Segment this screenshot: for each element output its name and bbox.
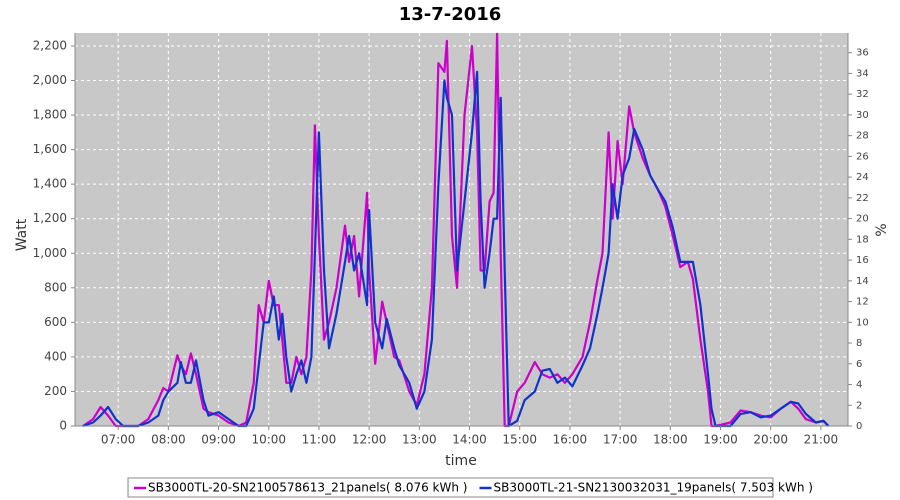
y2-tick-label: 4 [856, 380, 862, 391]
x-tick-label: 09:00 [201, 433, 236, 447]
y2-tick-label: 20 [856, 214, 869, 225]
y-tick-label: 2,200 [33, 38, 67, 52]
x-tick-label: 12:00 [352, 433, 387, 447]
legend-label: SB3000TL-20-SN2100578613_21panels( 8.076… [148, 481, 467, 495]
y-tick-label: 600 [44, 315, 67, 329]
x-tick-label: 16:00 [553, 433, 588, 447]
y2-tick-label: 2 [856, 400, 862, 411]
y2-tick-label: 28 [856, 131, 869, 142]
y2-tick-label: 22 [856, 193, 869, 204]
y2-axis-label: % [874, 223, 890, 236]
y-tick-label: 1,200 [33, 211, 67, 225]
x-tick-label: 07:00 [101, 433, 136, 447]
y-tick-label: 1,800 [33, 108, 67, 122]
x-axis-label: time [445, 453, 477, 469]
y2-tick-label: 6 [856, 359, 862, 370]
lines [82, 32, 830, 428]
grid [75, 33, 848, 427]
y2-tick-label: 0 [856, 421, 862, 432]
y2-tick-label: 36 [856, 48, 869, 59]
x-tick-label: 10:00 [251, 433, 286, 447]
y2-tick-label: 12 [856, 297, 869, 308]
y2-tick-label: 24 [856, 172, 869, 183]
x-tick-label: 13:00 [402, 433, 437, 447]
y-tick-label: 800 [44, 280, 67, 294]
y-tick-label: 1,600 [33, 142, 67, 156]
y2-tick-label: 32 [856, 89, 869, 100]
y2-tick-label: 30 [856, 110, 869, 121]
y-tick-label: 2,000 [33, 73, 67, 87]
y-tick-label: 200 [44, 384, 67, 398]
legend-box [127, 477, 774, 498]
y-axis-label: Watt [14, 218, 30, 251]
y2-tick-label: 8 [856, 338, 862, 349]
chart-title: 13-7-2016 [399, 4, 502, 25]
y-tick-label: 1,400 [33, 177, 67, 191]
x-tick-label: 14:00 [452, 433, 487, 447]
y-tick-label: 1,000 [33, 246, 67, 260]
y2-tick-label: 18 [856, 234, 869, 245]
x-tick-label: 15:00 [502, 433, 537, 447]
y2-tick-label: 14 [856, 276, 869, 287]
y2-tick-label: 16 [856, 255, 869, 266]
y2-tick-label: 26 [856, 151, 869, 162]
y2-tick-label: 10 [856, 317, 869, 328]
x-tick-label: 20:00 [753, 433, 788, 447]
x-tick-label: 21:00 [804, 433, 839, 447]
x-tick-label: 18:00 [653, 433, 688, 447]
series-line [82, 70, 830, 428]
y2-tick-label: 34 [856, 68, 869, 79]
y-tick-label: 0 [59, 419, 67, 433]
x-tick-label: 19:00 [703, 433, 738, 447]
x-tick-label: 17:00 [603, 433, 638, 447]
legend-label: SB3000TL-21-SN2130032031_19panels( 7.503… [493, 481, 812, 495]
y-tick-label: 400 [44, 349, 67, 363]
series-line [82, 32, 830, 428]
x-tick-label: 08:00 [151, 433, 186, 447]
x-tick-label: 11:00 [302, 433, 337, 447]
